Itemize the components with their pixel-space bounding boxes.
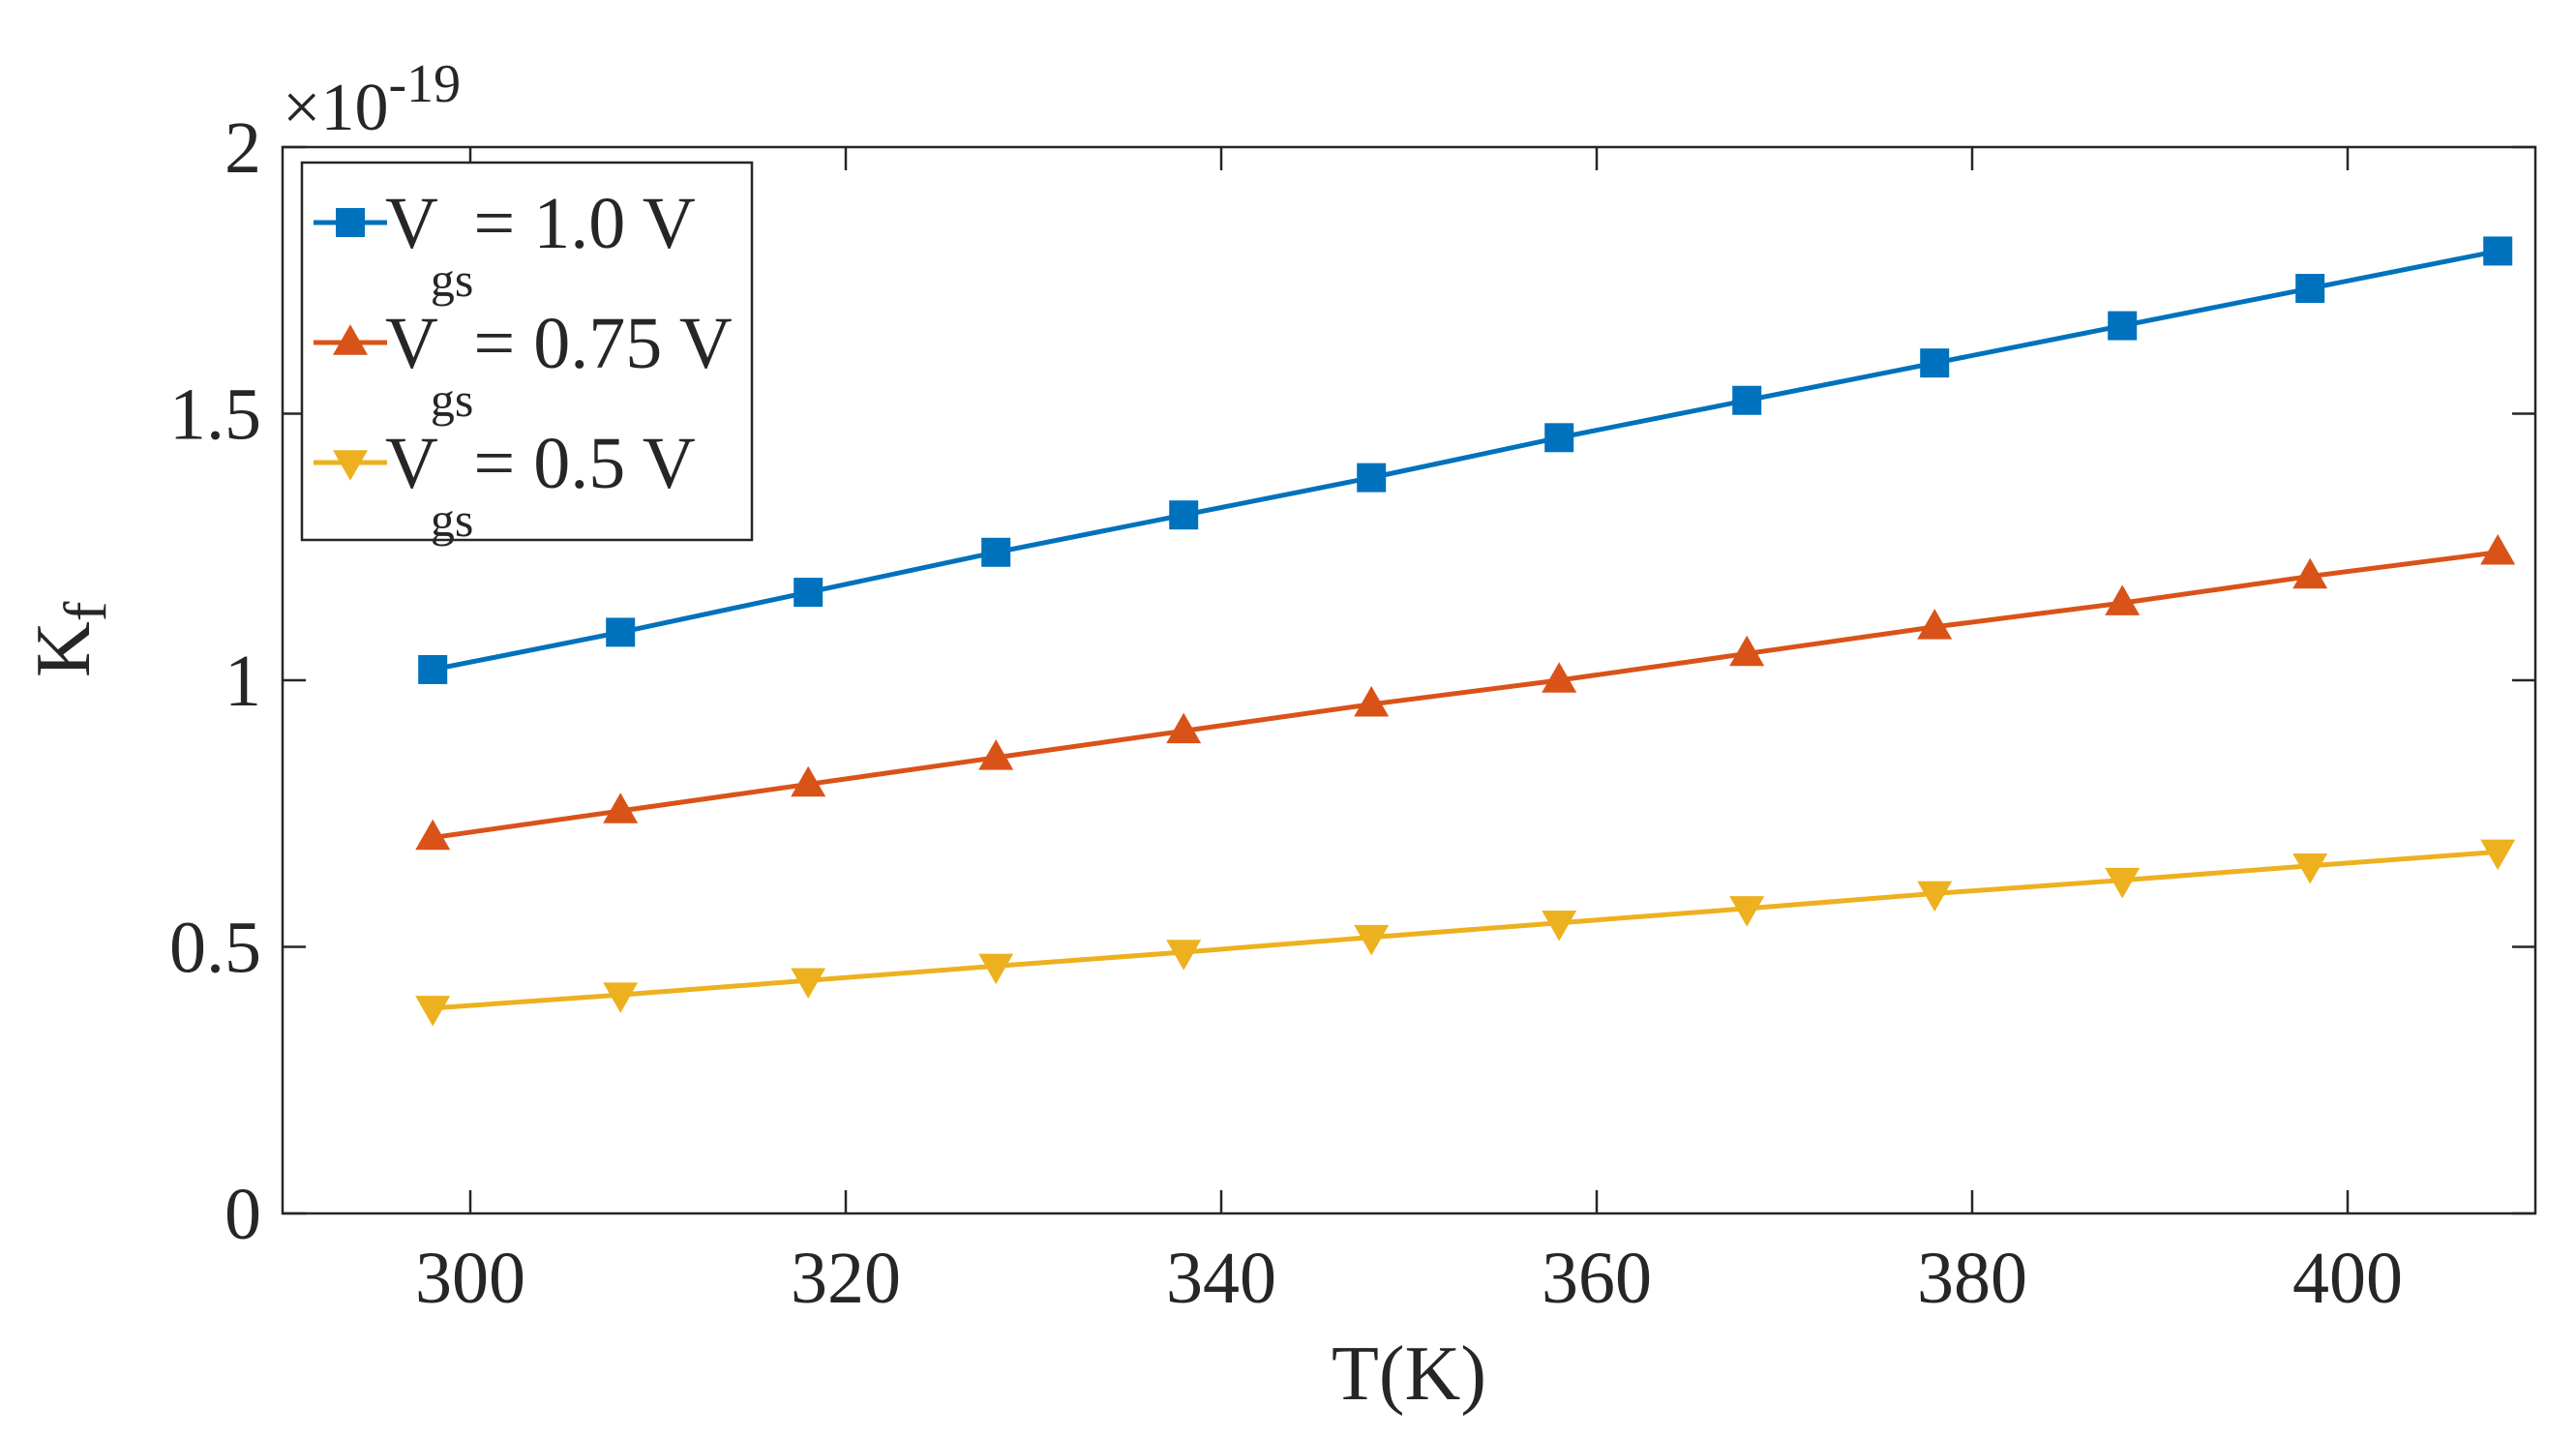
x-tick-label: 300 xyxy=(415,1238,525,1319)
x-tick-label: 380 xyxy=(1917,1238,2027,1319)
data-point xyxy=(2480,839,2516,871)
legend-label-subscript: gs xyxy=(431,253,473,307)
data-point xyxy=(2292,557,2328,589)
y-axis-exponent-base: ×10 xyxy=(283,71,388,145)
data-point xyxy=(2108,311,2138,341)
legend-label-subscript: gs xyxy=(431,493,473,547)
data-point xyxy=(415,819,451,851)
x-tick-label: 360 xyxy=(1542,1238,1652,1319)
data-point xyxy=(1917,881,1953,912)
y-tick-label: 1 xyxy=(225,641,261,722)
data-point xyxy=(1729,635,1765,667)
data-point xyxy=(1166,940,1202,971)
data-point xyxy=(1542,910,1577,942)
data-point xyxy=(1354,924,1390,956)
y-axis-exponent: ×10-19 xyxy=(283,54,461,145)
y-tick-label: 0 xyxy=(225,1174,261,1255)
x-axis-title: T(K) xyxy=(1332,1331,1486,1417)
series-3 xyxy=(415,839,2516,1027)
data-point xyxy=(603,982,639,1013)
legend-marker xyxy=(333,450,368,481)
data-point xyxy=(1354,686,1390,717)
x-tick-label: 340 xyxy=(1166,1238,1276,1319)
data-point xyxy=(794,578,824,608)
series-line xyxy=(432,550,2499,841)
data-point xyxy=(1357,463,1387,493)
y-axis-title-main: K xyxy=(21,621,106,677)
y-tick-label: 2 xyxy=(225,107,261,189)
legend-marker xyxy=(333,324,368,355)
y-tick-label: 0.5 xyxy=(169,908,261,989)
series-1 xyxy=(418,236,2513,684)
y-axis-exponent-power: -19 xyxy=(388,54,461,114)
data-point xyxy=(603,793,639,823)
data-point xyxy=(2105,584,2141,615)
x-tick-label: 320 xyxy=(791,1238,901,1319)
data-point xyxy=(1169,500,1199,530)
data-point xyxy=(1166,712,1202,744)
legend-label-rest: = 0.5 V xyxy=(473,423,695,504)
data-point xyxy=(1542,662,1577,693)
legend-label-subscript: gs xyxy=(431,373,473,427)
y-axis-title-subscript: f xyxy=(53,601,119,621)
series-line xyxy=(432,248,2499,673)
data-point xyxy=(1544,423,1574,453)
legend-label-main: V xyxy=(385,303,438,384)
legend-marker xyxy=(336,208,365,237)
legend-label-main: V xyxy=(385,423,438,504)
data-point xyxy=(1732,385,1762,415)
series-line xyxy=(433,849,2499,1011)
data-point xyxy=(418,654,448,684)
series-2 xyxy=(415,534,2516,851)
data-point xyxy=(2480,534,2516,565)
data-point xyxy=(2292,853,2328,884)
data-point xyxy=(791,765,826,797)
data-point xyxy=(1917,609,1953,640)
svg-text:Kf: Kf xyxy=(21,601,119,677)
legend-label-rest: = 0.75 V xyxy=(473,303,732,384)
y-tick-label: 1.5 xyxy=(169,374,261,456)
data-point xyxy=(2105,867,2141,899)
series-layer xyxy=(415,236,2516,1027)
data-point xyxy=(1729,896,1765,927)
data-point xyxy=(981,537,1011,567)
x-tick-label: 400 xyxy=(2292,1238,2403,1319)
data-point xyxy=(2295,274,2325,304)
y-axis-title: Kf xyxy=(21,601,119,677)
data-point xyxy=(978,739,1014,770)
plot-area-frame xyxy=(281,145,2537,1215)
legend-label-main: V xyxy=(385,183,438,264)
tick-labels: 300 320 340 360 380 400 0 0.5 1 1.5 2 xyxy=(169,107,2403,1319)
data-point xyxy=(978,953,1014,985)
data-point xyxy=(1920,348,1950,378)
data-point xyxy=(606,617,636,647)
data-point xyxy=(415,996,451,1027)
legend-label-rest: = 1.0 V xyxy=(473,183,695,264)
data-point xyxy=(791,968,826,999)
data-point xyxy=(2483,236,2513,266)
legend-box xyxy=(300,161,754,542)
